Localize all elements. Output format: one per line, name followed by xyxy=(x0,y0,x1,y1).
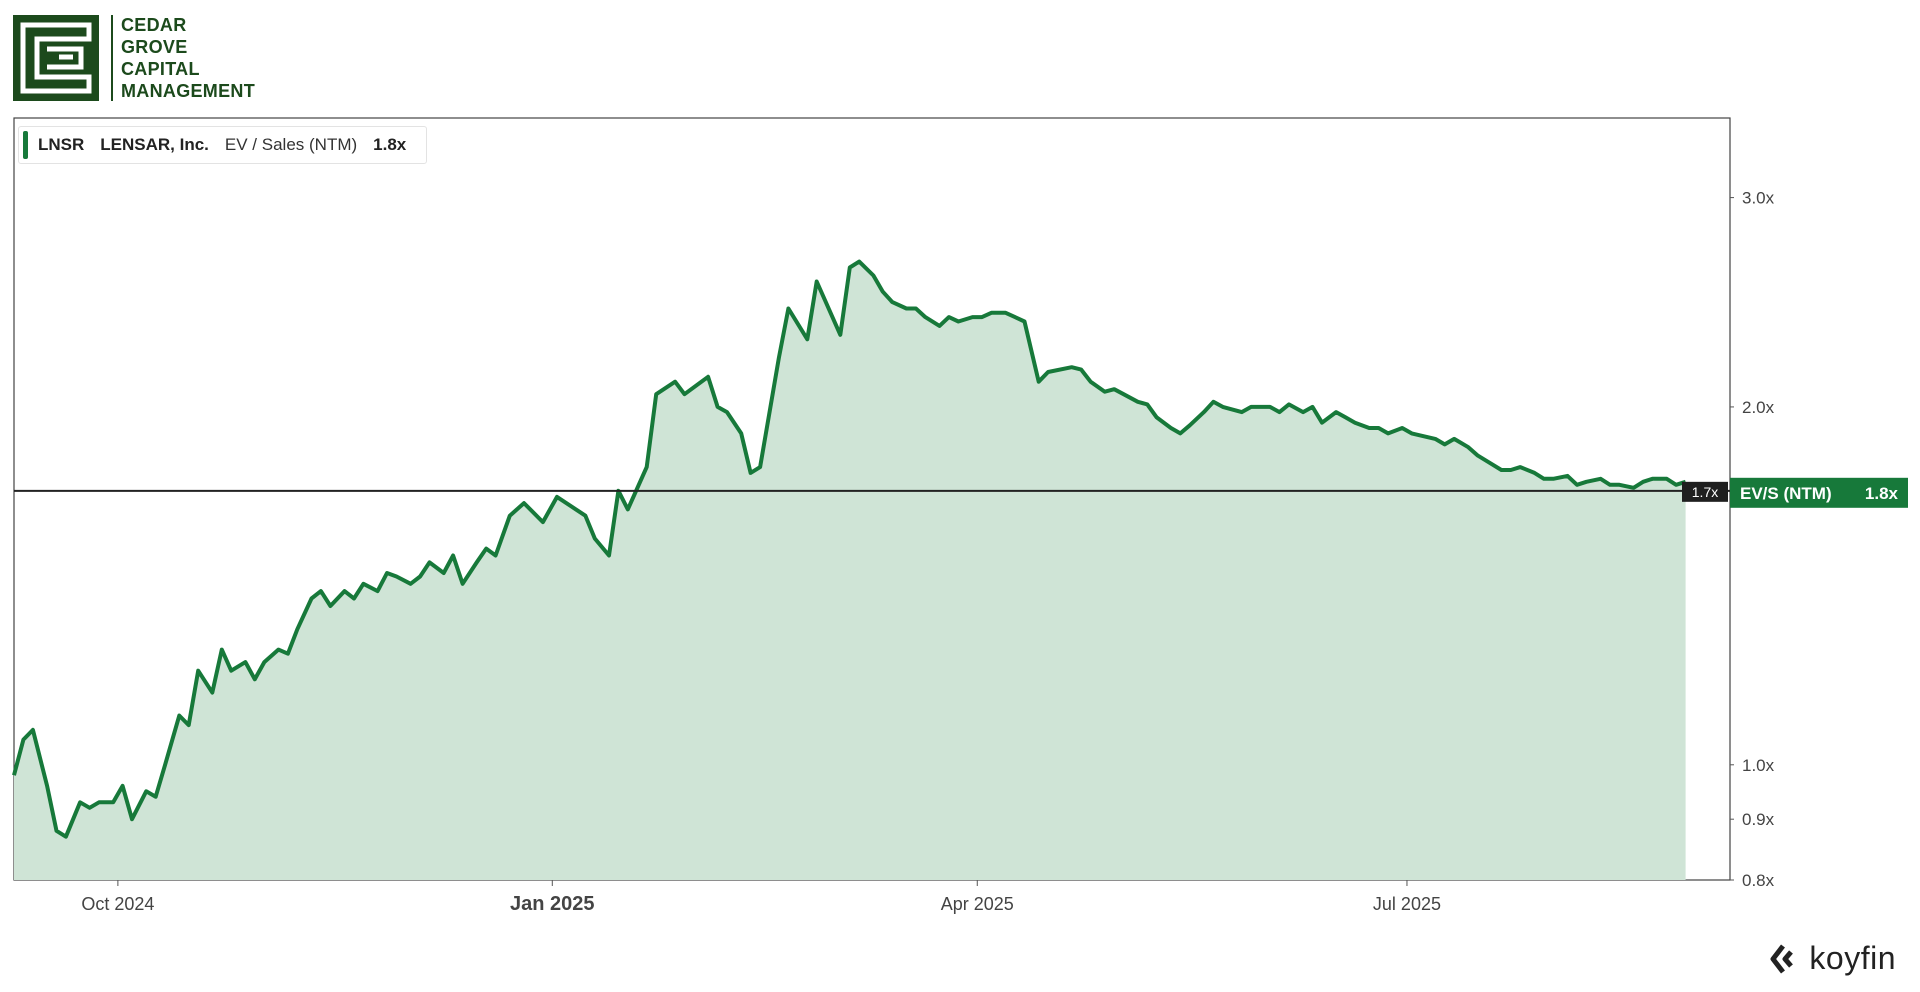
chart-legend[interactable]: LNSR LENSAR, Inc. EV / Sales (NTM) 1.8x xyxy=(18,126,428,164)
series-line xyxy=(12,259,1687,839)
current-value-badge-value: 1.8x xyxy=(1865,484,1899,503)
logo-line-4: MANAGEMENT xyxy=(121,81,255,101)
watermark-text: koyfin xyxy=(1809,940,1896,976)
legend-value: 1.8x xyxy=(373,135,407,154)
koyfin-logo-icon xyxy=(1770,943,1794,974)
logo-line-3: CAPITAL xyxy=(121,59,200,79)
y-tick-label-2: 1.0x xyxy=(1742,756,1775,775)
y-tick-label-3: 0.9x xyxy=(1742,810,1775,829)
legend-ticker: LNSR xyxy=(38,135,85,154)
legend-metric: EV / Sales (NTM) xyxy=(224,135,358,154)
series-area xyxy=(14,261,1686,881)
x-tick-label-3: Jul 2025 xyxy=(1373,894,1441,914)
logo-divider xyxy=(111,15,113,101)
reference-line-label-bg xyxy=(1682,481,1728,502)
legend-company: LENSAR, Inc. xyxy=(100,135,209,154)
x-tick-label-0: Oct 2024 xyxy=(81,894,154,914)
y-tick-label-4: 0.8x xyxy=(1742,871,1775,890)
legend-swatch xyxy=(23,131,28,159)
current-value-badge xyxy=(1730,477,1908,508)
x-tick-label-1: Jan 2025 xyxy=(510,893,595,915)
cedar-grove-logo-mark-icon xyxy=(13,15,99,101)
company-logo: CEDAR GROVE CAPITAL MANAGEMENT xyxy=(13,14,255,102)
logo-line-2: GROVE xyxy=(121,37,188,57)
logo-wordmark: CEDAR GROVE CAPITAL MANAGEMENT xyxy=(121,14,255,102)
current-value-badge-label: EV/S (NTM) xyxy=(1740,484,1832,503)
y-tick-label-1: 2.0x xyxy=(1742,398,1775,417)
reference-line-label: 1.7x xyxy=(1692,484,1718,500)
koyfin-watermark: koyfin xyxy=(1769,940,1896,977)
logo-line-1: CEDAR xyxy=(121,15,187,35)
y-tick-label-0: 3.0x xyxy=(1742,189,1775,208)
x-tick-label-2: Apr 2025 xyxy=(941,894,1014,914)
